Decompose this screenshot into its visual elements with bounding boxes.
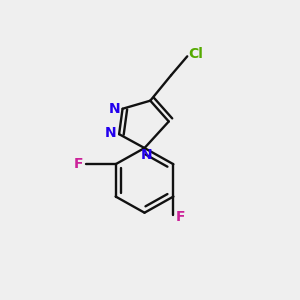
Text: N: N [141, 148, 153, 162]
Text: F: F [74, 157, 83, 171]
Text: F: F [176, 210, 185, 224]
Text: Cl: Cl [189, 47, 203, 61]
Text: N: N [109, 102, 120, 116]
Text: N: N [105, 126, 117, 140]
